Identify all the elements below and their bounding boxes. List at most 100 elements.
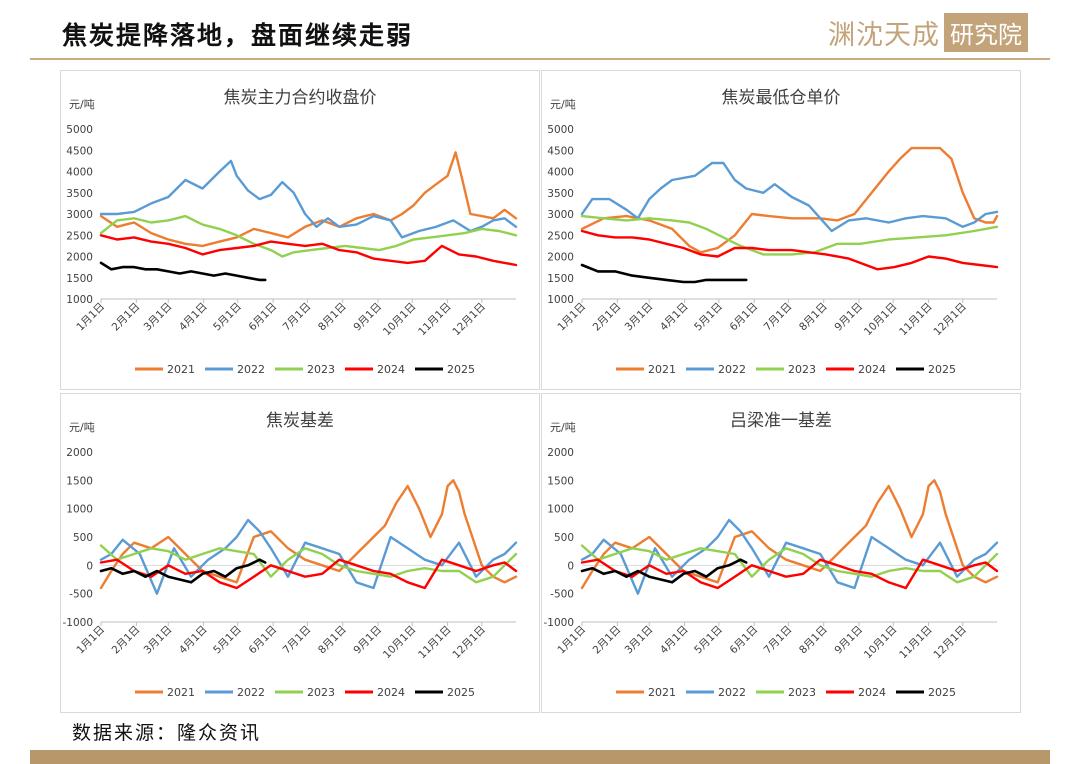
y-tick-label: 4500 (547, 145, 574, 157)
series-line-2024 (580, 558, 999, 590)
x-tick-label: 12月1日 (931, 624, 969, 662)
legend-label-2022: 2022 (237, 686, 265, 699)
title-divider (30, 58, 1050, 60)
legend-label-2025: 2025 (447, 363, 475, 376)
legend-label-2023: 2023 (788, 686, 816, 699)
series-line-2023 (580, 214, 999, 256)
chart-title: 吕梁准一基差 (730, 411, 832, 431)
x-tick-label: 8月1日 (316, 301, 349, 334)
legend-label-2025: 2025 (447, 686, 475, 699)
chart-panel-coke-min-warrant-price: 焦炭最低仓单价 元/吨 5000 4500 4000 3500 3000 2500 2000 15… (541, 70, 1021, 390)
x-tick-label: 2月1日 (591, 624, 624, 657)
x-tick-label: 6月1日 (727, 624, 760, 657)
x-tick-label: 3月1日 (142, 624, 175, 657)
chart-title: 焦炭基差 (266, 411, 334, 431)
y-tick-label: 0 (86, 560, 93, 572)
x-tick-label: 6月1日 (246, 301, 279, 334)
y-tick-label: 1500 (547, 475, 574, 487)
chart-panel-coke-futures-close: 焦炭主力合约收盘价 元/吨 5000 4500 4000 3500 3000 2500 2000… (60, 70, 540, 390)
y-unit-label: 元/吨 (69, 421, 95, 434)
y-tick-label: 3500 (547, 188, 574, 200)
series-line-2024 (99, 558, 518, 590)
legend-label-2023: 2023 (307, 686, 335, 699)
chart-panel-coke-basis: 焦炭基差 元/吨 2000 1500 1000 500 0 -500 -1000 1月1日 2月1日… (60, 393, 540, 713)
y-tick-label: -500 (69, 589, 93, 601)
x-tick-label: 2月1日 (110, 301, 143, 334)
x-tick-label: 9月1日 (351, 301, 384, 334)
series-line-2024 (580, 229, 999, 271)
y-tick-label: 2000 (547, 447, 574, 459)
y-tick-label: 1500 (547, 273, 574, 285)
legend-label-2021: 2021 (167, 686, 195, 699)
x-tick-label: 8月1日 (797, 301, 830, 334)
series-line-2024 (99, 234, 518, 267)
x-tick-label: 5月1日 (692, 301, 725, 334)
y-tick-label: 1500 (66, 273, 93, 285)
y-tick-label: -500 (550, 589, 574, 601)
series-line-2025 (99, 558, 267, 584)
y-tick-label: 2000 (547, 252, 574, 264)
x-tick-label: 7月1日 (281, 624, 314, 657)
y-unit-label: 元/吨 (550, 421, 576, 434)
legend-label-2021: 2021 (167, 363, 195, 376)
y-tick-label: 2500 (66, 230, 93, 242)
x-tick-label: 4月1日 (658, 301, 691, 334)
x-tick-label: 5月1日 (211, 301, 244, 334)
legend-label-2024: 2024 (377, 363, 405, 376)
y-tick-label: 2000 (66, 252, 93, 264)
x-tick-label: 11月1日 (897, 301, 935, 339)
series-line-2021 (99, 479, 518, 590)
x-tick-label: 6月1日 (727, 301, 760, 334)
y-tick-label: 1500 (66, 475, 93, 487)
legend-label-2024: 2024 (377, 686, 405, 699)
series-line-2023 (99, 544, 518, 584)
legend-label-2022: 2022 (237, 363, 265, 376)
x-tick-label: 2月1日 (110, 624, 143, 657)
x-tick-label: 8月1日 (316, 624, 349, 657)
legend-label-2022: 2022 (718, 363, 746, 376)
x-tick-label: 10月1日 (381, 301, 419, 339)
x-tick-label: 8月1日 (797, 624, 830, 657)
y-tick-label: 2000 (66, 447, 93, 459)
x-tick-label: 4月1日 (177, 301, 210, 334)
series-line-2021 (580, 479, 999, 590)
x-tick-label: 7月1日 (762, 624, 795, 657)
x-tick-label: 11月1日 (416, 301, 454, 339)
series-line-2023 (99, 214, 518, 258)
x-tick-label: 3月1日 (623, 624, 656, 657)
y-tick-label: 4500 (66, 145, 93, 157)
x-tick-label: 10月1日 (862, 301, 900, 339)
x-tick-label: 2月1日 (591, 301, 624, 334)
x-tick-label: 12月1日 (931, 301, 969, 339)
x-tick-label: 3月1日 (142, 301, 175, 334)
legend-label-2025: 2025 (928, 686, 956, 699)
legend-label-2021: 2021 (648, 363, 676, 376)
legend-label-2024: 2024 (858, 686, 886, 699)
x-tick-label: 9月1日 (351, 624, 384, 657)
y-tick-label: 1000 (547, 504, 574, 516)
page-title: 焦炭提降落地，盘面继续走弱 (62, 21, 414, 50)
y-tick-label: 1000 (66, 504, 93, 516)
x-tick-label: 11月1日 (897, 624, 935, 662)
footer-bar (30, 750, 1050, 764)
x-tick-label: 6月1日 (246, 624, 279, 657)
data-source-note: 数据来源：隆众资讯 (72, 722, 262, 744)
y-tick-label: 5000 (66, 124, 93, 136)
x-tick-label: 5月1日 (211, 624, 244, 657)
y-tick-label: 500 (73, 532, 93, 544)
series-line-2022 (580, 518, 999, 595)
y-tick-label: 4000 (66, 167, 93, 179)
legend-label-2023: 2023 (307, 363, 335, 376)
y-tick-label: 5000 (547, 124, 574, 136)
x-tick-label: 7月1日 (762, 301, 795, 334)
chart-title: 焦炭最低仓单价 (722, 88, 841, 108)
legend-label-2021: 2021 (648, 686, 676, 699)
logo-box: 研究院 (944, 12, 1028, 52)
x-tick-label: 9月1日 (832, 624, 865, 657)
x-tick-label: 4月1日 (177, 624, 210, 657)
y-tick-label: 500 (554, 532, 574, 544)
y-unit-label: 元/吨 (550, 98, 576, 111)
